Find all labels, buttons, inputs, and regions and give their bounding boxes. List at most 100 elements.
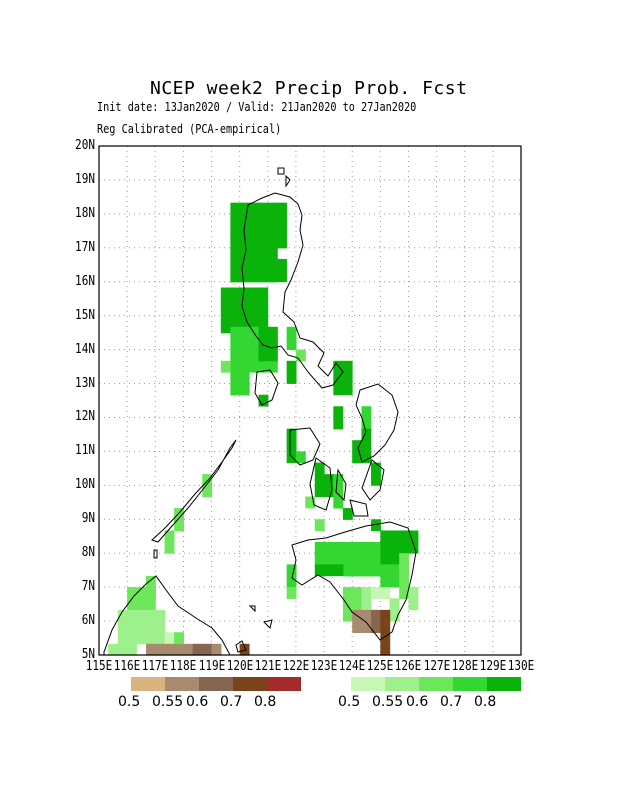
probability-cell [333,553,344,566]
probability-cell [174,632,184,645]
legend-wet-swatch [419,677,453,691]
probability-cell [220,298,231,311]
probability-cell [333,406,344,419]
probability-cell [249,225,260,238]
y-tick-label: 12N [75,409,95,425]
probability-cell [267,236,278,249]
legend-wet-swatches [351,677,521,691]
y-tick-label: 14N [75,341,95,357]
probability-cell [277,258,287,271]
probability-cell [248,298,259,311]
probability-cell [220,287,231,300]
probability-cell [258,202,269,215]
legend-wet-label: 0.6 [406,694,429,710]
probability-cell [239,338,250,350]
probability-cell [183,643,194,656]
probability-cell [239,298,250,311]
probability-cell [342,598,353,611]
probability-cell [314,564,325,577]
probability-cell [286,439,297,452]
probability-cell [361,621,372,633]
probability-cell [202,643,212,656]
probability-cell [127,598,138,611]
probability-cell [267,349,278,362]
probability-cell [342,542,353,554]
x-tick-label: 118E [170,659,197,674]
probability-cell [249,349,260,362]
probability-cell [277,236,287,249]
map-gridlines [99,146,521,655]
probability-cell [408,598,419,611]
probability-cell [342,553,353,566]
probability-cell [408,530,419,543]
probability-cell [239,349,250,362]
probability-cell [249,236,260,249]
probability-cell [333,496,344,509]
probability-cell [239,287,250,300]
probability-cell [117,643,128,656]
probability-cell [117,632,128,645]
probability-cell [145,632,156,645]
probability-cell [361,439,372,452]
y-tick-label: 16N [75,273,95,289]
probability-cell [352,587,363,599]
probability-cell [324,553,335,566]
probability-cell [230,383,241,396]
probability-cell [342,564,353,577]
probability-cell [305,496,316,509]
probability-cell [267,360,278,373]
probability-cell [117,609,128,622]
probability-cell [136,587,147,599]
y-tick-label: 19N [75,171,95,187]
probability-cell [286,564,297,577]
probability-cell [164,632,175,645]
y-tick-label: 5N [81,647,95,662]
probability-cell [286,587,297,599]
probability-cell [286,360,297,373]
legend-wet-label: 0.55 [372,694,404,710]
probability-cell [277,270,287,283]
probability-cell [211,643,222,656]
probability-cell [371,542,381,554]
x-tick-label: 124E [338,659,366,674]
probability-cell [267,213,278,226]
probability-cell [220,310,231,322]
y-tick-label: 11N [75,443,95,459]
probability-cell [230,349,241,362]
probability-cell [342,587,353,599]
legend-wet-swatch [351,677,385,691]
probability-cell [389,575,400,588]
probability-cell [380,609,391,622]
y-tick-label: 13N [75,375,95,391]
probability-cell [249,360,260,373]
x-tick-label: 127E [423,659,450,674]
probability-cell [333,474,344,486]
x-tick-label: 128E [451,659,479,674]
legend-wet-label: 0.8 [474,694,497,710]
probability-cell [136,632,147,645]
probability-cell [371,621,381,633]
probability-cell [380,564,391,577]
probability-cell [342,383,353,396]
probability-cell [286,326,297,339]
probability-cell [314,473,325,486]
x-tick-label: 129E [479,659,507,674]
legend-wet-swatch [453,677,487,691]
probability-cell [164,643,175,656]
probability-cell [361,598,372,611]
legend-dry-label: 0.55 [152,694,184,710]
probability-cell [267,247,278,260]
probability-cell [314,462,325,475]
probability-cell [333,564,344,577]
probability-cell [230,213,241,226]
probability-cell [249,338,260,350]
probability-cell [145,587,156,599]
probability-cell [361,417,372,430]
probability-cell [361,564,372,577]
probability-cell [314,519,325,532]
probability-cell [230,236,241,249]
probability-cell [333,542,344,554]
x-tick-label: 115E [85,659,113,674]
probability-cell [295,451,306,464]
